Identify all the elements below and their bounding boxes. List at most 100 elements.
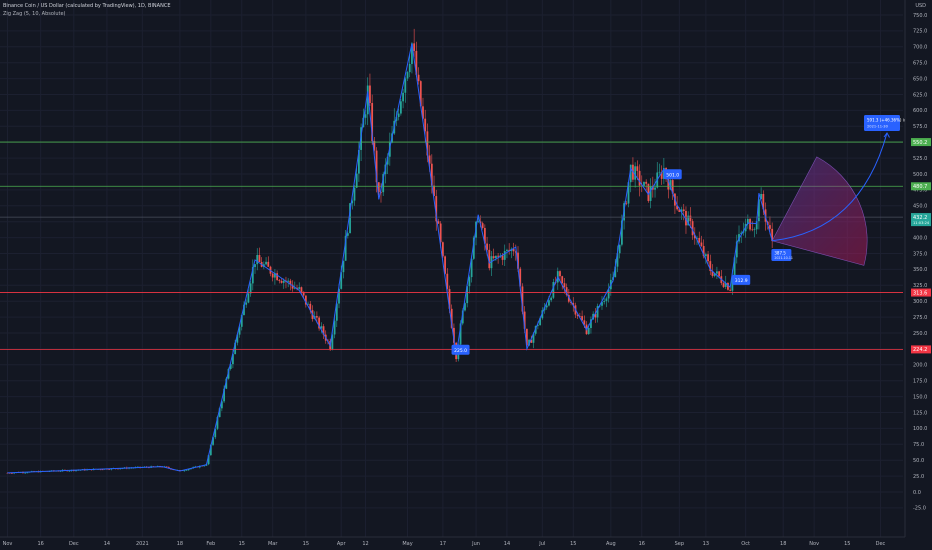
pivot-label-text: 312.9 (735, 278, 748, 284)
candle-body (369, 85, 371, 104)
candle-body (488, 249, 491, 269)
candle-body (256, 254, 259, 265)
x-tick-label: Jul (538, 541, 545, 547)
x-tick-label: 15 (570, 541, 576, 547)
candle-body (472, 237, 475, 259)
candle-body (234, 342, 237, 355)
candle-body (430, 163, 433, 186)
candle-body (178, 470, 181, 471)
candle-body (647, 183, 650, 201)
candle-body (492, 256, 495, 259)
candle-body (101, 469, 104, 471)
candle-body (539, 318, 542, 326)
candle-body (678, 209, 681, 212)
candle-body (738, 234, 740, 242)
y-tick-label: 150.0 (913, 394, 927, 400)
candle-body (581, 316, 583, 321)
candle-body (278, 280, 281, 281)
red-level-1-badge (911, 288, 931, 297)
candle-body (625, 203, 628, 204)
time-axis (0, 537, 905, 550)
candle-body (459, 323, 462, 345)
candle-body (316, 316, 318, 318)
candle-body (548, 300, 550, 306)
current-price-badge (911, 213, 931, 227)
candle-body (304, 295, 307, 305)
candle-body (477, 221, 480, 223)
candle-body (395, 116, 398, 121)
pivot-label-text: 225.0 (454, 348, 467, 354)
candle-body (461, 310, 464, 324)
candle-body (718, 271, 721, 277)
candle-body (634, 166, 637, 180)
candle-body (258, 254, 261, 263)
candle-body (446, 273, 449, 290)
candle-body (320, 326, 323, 329)
projection-arrow (883, 132, 890, 138)
candle-body (514, 251, 517, 253)
candle-body (220, 401, 223, 409)
candle-body (322, 326, 325, 335)
x-tick-label: Nov (809, 541, 819, 547)
candle-body (408, 63, 411, 73)
candle-body (698, 237, 701, 243)
candle-body (552, 282, 555, 298)
candle-body (402, 92, 404, 102)
candle-body (722, 283, 725, 287)
green-level-2-badge (911, 182, 931, 191)
candle-body (349, 203, 351, 234)
y-tick-label: 650.0 (913, 76, 927, 82)
candle-body (399, 101, 402, 114)
y-tick-label: 725.0 (913, 29, 927, 35)
candle-body (687, 215, 690, 226)
candle-body (232, 354, 234, 365)
candle-body (342, 260, 345, 273)
pivot-label-text: 501.0 (666, 172, 679, 178)
candle-body (693, 235, 696, 239)
pivot-label-2: 501.0 (663, 169, 682, 180)
candle-body (386, 156, 389, 165)
candle-body (117, 468, 119, 470)
pivot-label-box (732, 274, 751, 285)
candle-body (769, 225, 771, 229)
candle-body (223, 388, 225, 402)
y-tick-label: 100.0 (913, 426, 927, 432)
candle-body (302, 291, 305, 296)
y-tick-label: 400.0 (913, 235, 927, 241)
candle-body (291, 284, 294, 289)
candle-body (247, 293, 250, 303)
candle-body (601, 302, 603, 306)
candle-body (216, 417, 219, 429)
candle-body (344, 235, 347, 261)
candle-body (749, 218, 751, 230)
candle-body (309, 303, 312, 311)
current-price-sub: 11:03:24 (913, 221, 930, 225)
grid (0, 0, 903, 537)
candle-body (318, 317, 321, 329)
current-pivot-text: 387.5 (774, 250, 786, 255)
y-tick-label: 200.0 (913, 363, 927, 369)
candle-body (207, 455, 210, 465)
y-tick-label: 575.0 (913, 124, 927, 130)
candle-body (353, 187, 356, 201)
candle-body (203, 465, 206, 467)
candle-body (740, 232, 743, 235)
candle-body (742, 231, 745, 233)
candle-body (243, 304, 245, 316)
projection-label-sub: 2021-11-30 (867, 125, 889, 129)
candle-body (559, 271, 561, 277)
candle-body (119, 468, 122, 470)
candle-body (525, 328, 528, 346)
y-tick-label: 475.0 (913, 188, 927, 194)
candle-body (413, 43, 416, 51)
candle-body (161, 466, 164, 468)
candle-body (616, 253, 619, 267)
candle-body (11, 473, 13, 474)
candle-body (444, 256, 446, 274)
candle-body (185, 470, 188, 471)
candle-body (209, 444, 212, 456)
candle-body (404, 78, 407, 93)
y-tick-label: 625.0 (913, 92, 927, 98)
candle-body (346, 233, 349, 236)
